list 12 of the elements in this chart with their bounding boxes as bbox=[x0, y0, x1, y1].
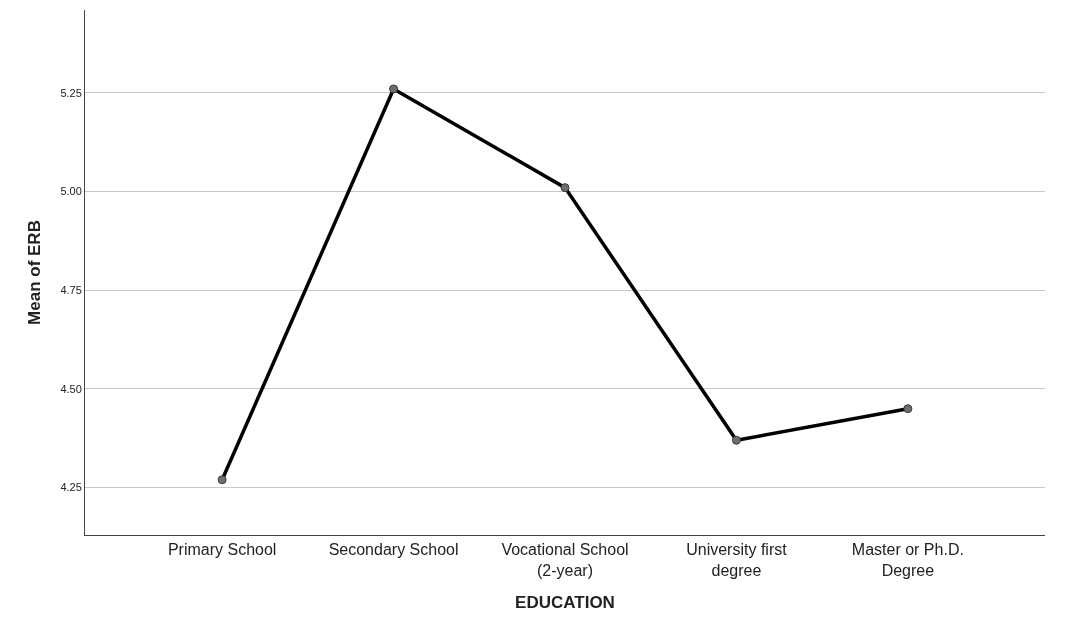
y-tick-label: 4.75 bbox=[60, 284, 82, 297]
x-tick-label: University first degree bbox=[686, 541, 788, 579]
y-tick-label: 5.25 bbox=[60, 86, 82, 99]
x-axis-title: EDUCATION bbox=[515, 593, 615, 613]
x-tick-label: Vocational School (2-year) bbox=[501, 541, 629, 579]
y-axis-title: Mean of ERB bbox=[24, 220, 44, 325]
y-tick-label: 4.25 bbox=[60, 481, 82, 494]
y-tick-label: 4.50 bbox=[60, 382, 82, 395]
x-tick-label: Master or Ph.D. Degree bbox=[851, 541, 964, 579]
y-tick-label: 5.00 bbox=[60, 185, 82, 198]
x-tick-label: Secondary School bbox=[328, 541, 459, 559]
x-tick-label: Primary School bbox=[167, 541, 277, 559]
